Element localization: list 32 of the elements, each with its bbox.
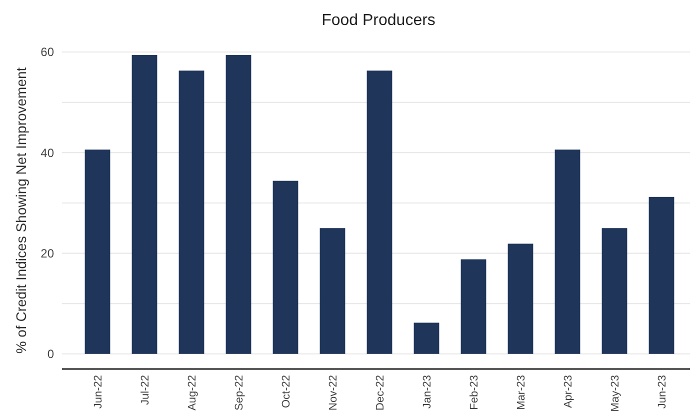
x-tick-label: Nov-22 <box>327 375 340 410</box>
bar <box>84 150 110 354</box>
x-tick-label: Jan-23 <box>421 375 434 409</box>
x-tick-label: Sep-22 <box>233 375 246 410</box>
bar <box>460 259 486 354</box>
bar <box>178 70 204 354</box>
y-tick-label: 60 <box>40 45 54 60</box>
bar <box>272 180 298 354</box>
bar <box>554 150 580 354</box>
bar <box>414 322 440 354</box>
y-tick-label: 0 <box>47 347 54 362</box>
bar <box>508 244 534 354</box>
x-tick-label: Jul-22 <box>139 375 152 405</box>
x-tick-label: Apr-23 <box>562 375 574 408</box>
x-tick-label: Jun-23 <box>656 375 668 409</box>
x-tick-label: Aug-22 <box>186 375 198 410</box>
x-tick-label: Dec-22 <box>374 375 386 410</box>
bar <box>602 228 628 354</box>
x-tick-label: Mar-23 <box>515 375 528 410</box>
bar <box>320 228 346 354</box>
chart-title: Food Producers <box>322 12 436 29</box>
x-tick-label: Oct-22 <box>280 375 292 408</box>
y-axis-title: % of Credit Indices Showing Net Improvement <box>13 67 29 354</box>
x-tick-label: Jun-22 <box>92 375 104 409</box>
y-tick-label: 40 <box>40 146 54 160</box>
bar <box>648 196 674 354</box>
x-tick-label: May-23 <box>609 375 622 412</box>
bar <box>366 70 392 354</box>
x-tick-label: Feb-23 <box>468 375 480 410</box>
bar <box>226 55 252 354</box>
y-tick-label: 20 <box>40 246 54 260</box>
bar <box>132 55 158 354</box>
